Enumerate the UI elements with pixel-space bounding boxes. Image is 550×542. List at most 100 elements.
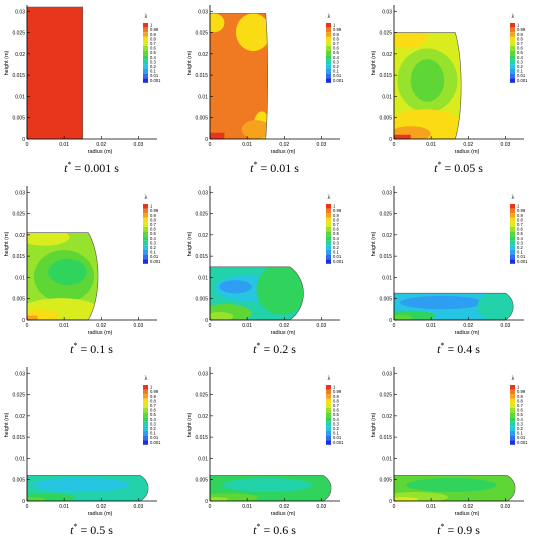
y-tick-label: 0.01 [382, 94, 392, 100]
legend-label: 0.8 [333, 217, 339, 222]
x-tick-label: 0.02 [279, 504, 289, 510]
x-tick-label: 0.03 [134, 323, 144, 329]
legend-label: 0.9 [517, 213, 523, 218]
legend-label: 0.001 [150, 78, 161, 83]
legend-label: 0.01 [150, 254, 159, 259]
legend-label: 0.6 [333, 408, 339, 413]
time-value: = 0.001 s [71, 161, 119, 175]
droplet-outline [393, 32, 462, 140]
lambda-region [210, 132, 225, 139]
legend-swatch [326, 389, 331, 395]
x-tick-label: 0 [393, 323, 396, 329]
y-tick-label: 0.01 [15, 275, 25, 281]
droplet-outline [209, 475, 332, 502]
lambda-region [477, 293, 514, 320]
legend-swatch [326, 421, 331, 427]
legend-swatch [143, 398, 148, 404]
x-tick-label: 0.03 [317, 504, 327, 510]
legend-label: 0.9 [150, 32, 156, 37]
legend-swatch [326, 412, 331, 418]
y-tick-label: 0.02 [15, 233, 25, 239]
legend-swatch [326, 78, 331, 83]
legend-swatch [510, 412, 515, 418]
y-tick-label: 0.005 [379, 478, 392, 484]
legend-swatch [143, 32, 148, 37]
legend-swatch [510, 55, 515, 60]
legend-label: 0.6 [150, 227, 156, 232]
x-tick-label: 0 [209, 323, 212, 329]
y-axis-label: height (m) [4, 50, 10, 75]
legend-label: 0.8 [150, 398, 156, 403]
lambda-region [222, 478, 313, 493]
lambda-region [48, 258, 87, 286]
legend-swatch [326, 408, 331, 413]
x-tick-label: 0.03 [317, 142, 327, 148]
x-axis-label: radius (m) [455, 149, 480, 155]
contour-plot: 0 0.005 0.01 0.015 0.02 0.025 0.03 0 0.01 0.02 0.0… [4, 367, 161, 517]
time-caption: t* = 0.5 s [0, 522, 183, 538]
legend-swatch [143, 64, 148, 69]
contour-plot: 0 0.005 0.01 0.015 0.02 0.025 0.03 0 0.01 0.02 0.0… [4, 5, 161, 155]
y-tick-label: 0.03 [382, 190, 392, 196]
time-caption: t* = 0.9 s [367, 522, 550, 538]
time-caption: t* = 0.2 s [183, 341, 366, 357]
x-tick-label: 0.02 [279, 142, 289, 148]
legend-swatch [510, 417, 515, 422]
x-tick-label: 0.01 [59, 323, 69, 329]
legend-swatch [143, 250, 148, 255]
x-tick-label: 0.01 [426, 142, 436, 148]
legend-label: 0.4 [333, 55, 339, 60]
legend-swatch [143, 435, 148, 441]
legend-swatch [143, 23, 148, 28]
droplet-field [27, 475, 148, 501]
legend-label: 0.001 [333, 259, 344, 264]
legend-swatch [326, 403, 331, 408]
legend-swatch [510, 389, 515, 395]
legend-swatch [510, 435, 515, 441]
x-tick-label: 0.02 [279, 323, 289, 329]
y-tick-label: 0.015 [379, 73, 392, 79]
legend-swatch [326, 73, 331, 79]
y-tick-label: 0.015 [195, 435, 208, 441]
legend-label: 0.3 [150, 421, 156, 426]
legend-label: 0.5 [333, 231, 339, 236]
y-tick-label: 0 [205, 137, 208, 143]
lambda-region [27, 7, 83, 139]
panel-t-0-1: 0 0.005 0.01 0.015 0.02 0.025 0.03 0 0.01 0.02 0.0… [0, 181, 183, 362]
legend-swatch [143, 222, 148, 227]
legend-swatch [510, 69, 515, 74]
legend-swatch [510, 440, 515, 445]
legend-swatch [326, 417, 331, 422]
legend-swatch [326, 394, 331, 399]
x-tick-label: 0 [209, 142, 212, 148]
legend-label: 0.7 [333, 222, 339, 227]
y-tick-label: 0.015 [379, 254, 392, 260]
legend-label: 0.4 [517, 236, 523, 241]
legend-swatch [326, 41, 331, 46]
legend-label: 0.001 [517, 440, 528, 445]
time-caption: t* = 0.4 s [367, 341, 550, 357]
y-tick-label: 0.015 [195, 254, 208, 260]
legend-swatch [143, 236, 148, 241]
legend-swatch [326, 431, 331, 436]
x-axis-label: radius (m) [271, 511, 296, 517]
legend-swatch [143, 254, 148, 260]
y-tick-label: 0.03 [198, 9, 208, 15]
x-tick-label: 0.01 [242, 504, 252, 510]
y-tick-label: 0 [22, 137, 25, 143]
lambda-region [235, 13, 268, 52]
legend-label: 0.1 [333, 250, 339, 255]
y-tick-label: 0.02 [382, 414, 392, 420]
droplet-outline [209, 266, 304, 321]
legend-label: 0.3 [333, 240, 339, 245]
legend-label: 0.2 [150, 64, 156, 69]
time-value: = 0.01 s [257, 161, 299, 175]
legend-label: 0.01 [333, 73, 342, 78]
legend-title: λ [145, 14, 148, 20]
panel-t-0-05: 0 0.005 0.01 0.015 0.02 0.025 0.03 0 0.01 0.02 0.0… [367, 0, 550, 181]
legend-label: 0.4 [333, 417, 339, 422]
time-superscript: * [73, 522, 78, 531]
lambda-region [33, 478, 130, 493]
legend-label: 1 [517, 23, 520, 28]
legend-label: 0.2 [517, 426, 523, 431]
